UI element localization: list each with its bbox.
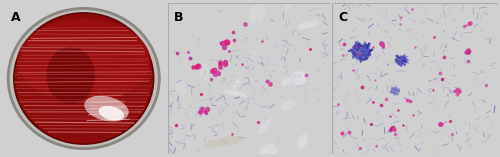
Ellipse shape xyxy=(249,4,266,24)
Ellipse shape xyxy=(281,77,292,87)
Ellipse shape xyxy=(292,70,306,85)
Text: A: A xyxy=(10,11,20,24)
Ellipse shape xyxy=(248,50,259,60)
Ellipse shape xyxy=(283,0,292,10)
Text: B: B xyxy=(174,11,184,24)
Ellipse shape xyxy=(198,62,209,80)
Ellipse shape xyxy=(98,106,124,120)
Ellipse shape xyxy=(294,73,306,85)
Text: C: C xyxy=(338,11,347,24)
Ellipse shape xyxy=(258,117,271,134)
Ellipse shape xyxy=(298,134,308,149)
Ellipse shape xyxy=(204,136,244,147)
Ellipse shape xyxy=(8,8,160,149)
Ellipse shape xyxy=(17,19,150,102)
Ellipse shape xyxy=(298,21,318,29)
Ellipse shape xyxy=(258,144,277,157)
Ellipse shape xyxy=(280,100,295,111)
Ellipse shape xyxy=(233,79,240,90)
Ellipse shape xyxy=(46,47,95,104)
Ellipse shape xyxy=(84,96,128,122)
Ellipse shape xyxy=(176,78,186,98)
Ellipse shape xyxy=(224,90,247,97)
Ellipse shape xyxy=(14,13,153,144)
